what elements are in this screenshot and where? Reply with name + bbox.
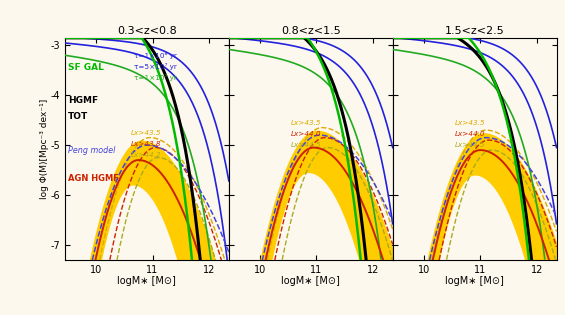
Text: Lx>44.0: Lx>44.0 [291,131,321,137]
Text: Lx>43.5: Lx>43.5 [131,130,162,136]
X-axis label: logM∗ [M⊙]: logM∗ [M⊙] [445,276,504,286]
Y-axis label: log Φ(M)[Mpc⁻³ dex⁻¹]: log Φ(M)[Mpc⁻³ dex⁻¹] [40,99,49,199]
Title: 1.5<z<2.5: 1.5<z<2.5 [445,26,505,36]
Title: 0.8<z<1.5: 0.8<z<1.5 [281,26,341,36]
Text: HGMF: HGMF [68,96,98,105]
Text: Lx>44.5: Lx>44.5 [291,142,321,148]
X-axis label: logM∗ [M⊙]: logM∗ [M⊙] [118,276,176,286]
X-axis label: logM∗ [M⊙]: logM∗ [M⊙] [281,276,340,286]
Title: 0.3<z<0.8: 0.3<z<0.8 [117,26,177,36]
Text: Lx>44.2: Lx>44.2 [131,152,162,158]
Text: AGN HGMF: AGN HGMF [68,174,119,183]
Text: TOT: TOT [68,112,88,121]
Text: SF GAL: SF GAL [68,63,103,72]
Text: Lx>44.0: Lx>44.0 [455,131,485,137]
Text: τ=1×10⁸ yr: τ=1×10⁸ yr [134,52,177,59]
Text: Lx>43.8: Lx>43.8 [131,141,162,147]
Text: Lx>43.5: Lx>43.5 [291,120,321,126]
Text: τ=1×10⁷ yr: τ=1×10⁷ yr [134,74,177,81]
Text: Peng model: Peng model [68,146,115,155]
Text: τ=5×10⁷ yr: τ=5×10⁷ yr [134,63,177,70]
Text: Lx>44.5: Lx>44.5 [455,142,485,148]
Text: Lx>43.5: Lx>43.5 [455,120,485,126]
